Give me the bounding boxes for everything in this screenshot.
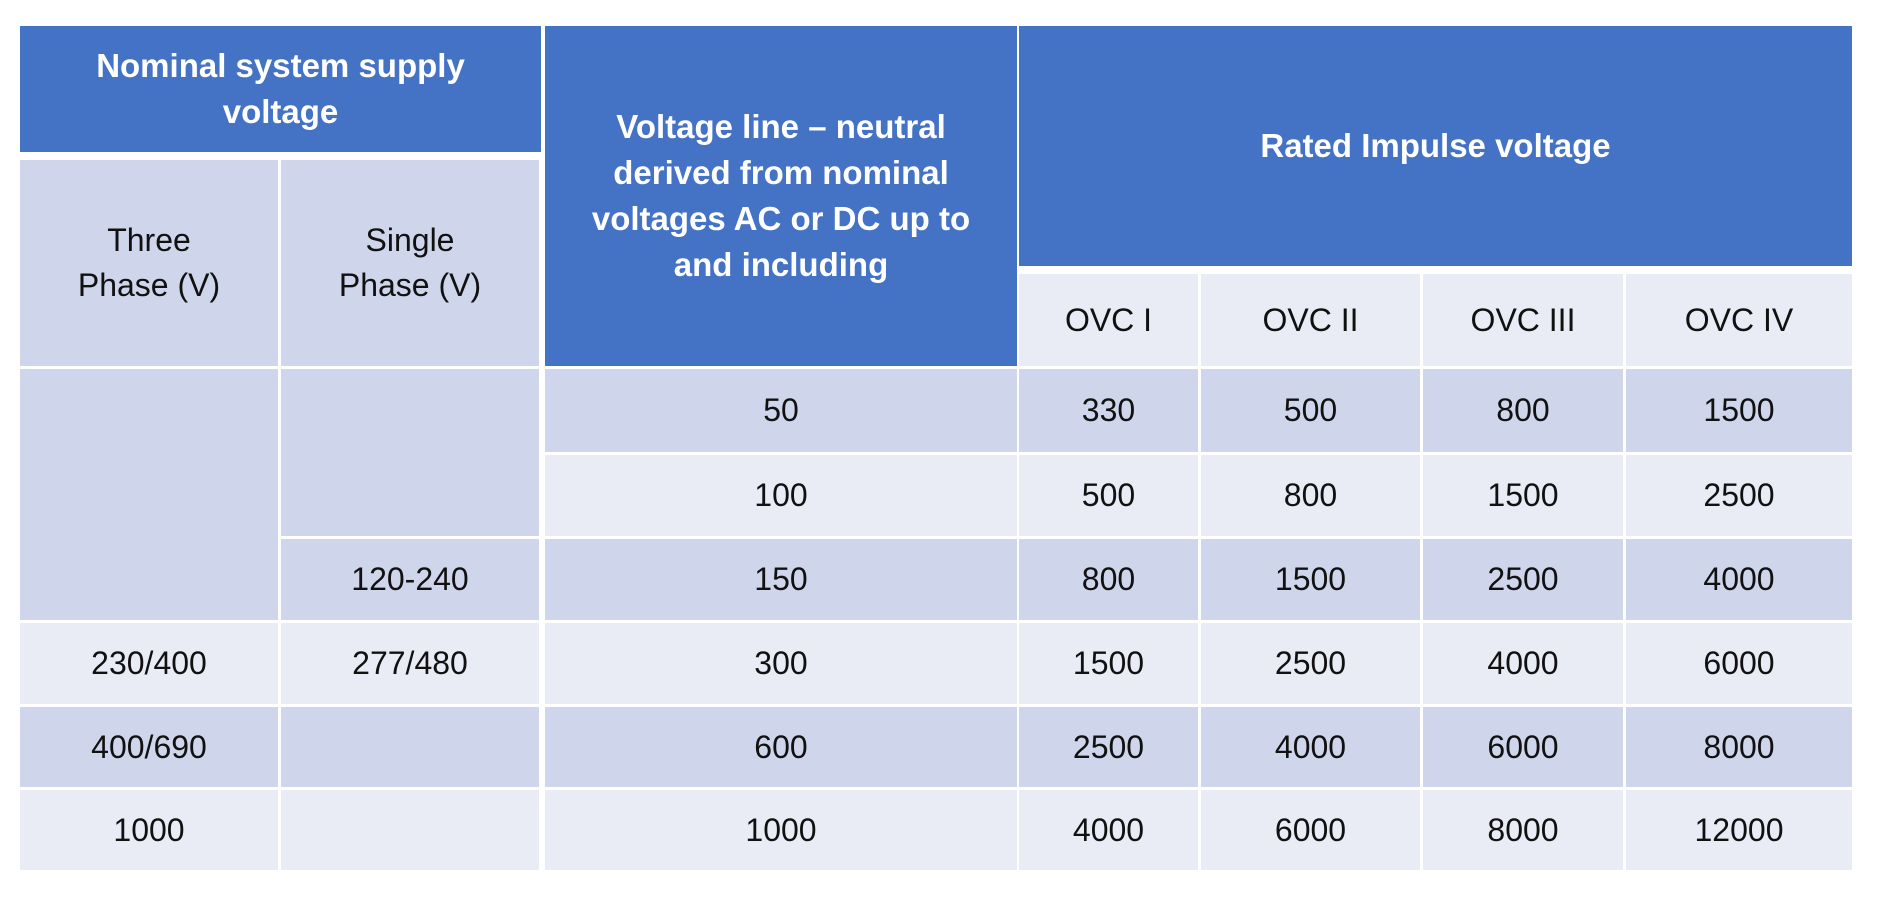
cell-ovc-4: 12000 (1626, 790, 1852, 870)
cell-single-phase-merged (281, 369, 539, 536)
header-ovc-1: OVC I (1019, 274, 1198, 366)
header-nominal-voltage: Nominal system supply voltage (20, 26, 541, 152)
cell-line-neutral: 150 (545, 539, 1017, 620)
cell-ovc-3: 8000 (1423, 790, 1623, 870)
cell-ovc-1: 330 (1019, 369, 1198, 452)
cell-ovc-1: 1500 (1019, 623, 1198, 704)
cell-single-phase (281, 790, 539, 870)
cell-ovc-2: 1500 (1201, 539, 1420, 620)
header-three-phase: Three Phase (V) (20, 160, 278, 366)
cell-ovc-2: 6000 (1201, 790, 1420, 870)
cell-ovc-1: 2500 (1019, 707, 1198, 787)
cell-line-neutral: 50 (545, 369, 1017, 452)
cell-three-phase-merged (20, 369, 278, 620)
header-ovc-2: OVC II (1201, 274, 1420, 366)
header-single-phase: Single Phase (V) (281, 160, 539, 366)
cell-line-neutral: 100 (545, 455, 1017, 536)
cell-ovc-4: 8000 (1626, 707, 1852, 787)
cell-ovc-1: 500 (1019, 455, 1198, 536)
cell-ovc-2: 800 (1201, 455, 1420, 536)
cell-ovc-2: 2500 (1201, 623, 1420, 704)
cell-ovc-4: 4000 (1626, 539, 1852, 620)
cell-ovc-3: 800 (1423, 369, 1623, 452)
cell-ovc-3: 1500 (1423, 455, 1623, 536)
header-line-neutral: Voltage line – neutral derived from nomi… (545, 26, 1017, 366)
cell-ovc-2: 4000 (1201, 707, 1420, 787)
cell-ovc-4: 2500 (1626, 455, 1852, 536)
cell-single-phase (281, 707, 539, 787)
cell-ovc-1: 800 (1019, 539, 1198, 620)
cell-ovc-1: 4000 (1019, 790, 1198, 870)
cell-ovc-4: 6000 (1626, 623, 1852, 704)
cell-single-phase: 120-240 (281, 539, 539, 620)
cell-ovc-3: 6000 (1423, 707, 1623, 787)
cell-line-neutral: 1000 (545, 790, 1017, 870)
cell-line-neutral: 600 (545, 707, 1017, 787)
header-ovc-3: OVC III (1423, 274, 1623, 366)
cell-three-phase: 1000 (20, 790, 278, 870)
cell-ovc-3: 2500 (1423, 539, 1623, 620)
cell-line-neutral: 300 (545, 623, 1017, 704)
header-ovc-4: OVC IV (1626, 274, 1852, 366)
header-rated-impulse: Rated Impulse voltage (1019, 26, 1852, 266)
cell-ovc-3: 4000 (1423, 623, 1623, 704)
cell-three-phase: 230/400 (20, 623, 278, 704)
cell-three-phase: 400/690 (20, 707, 278, 787)
cell-single-phase: 277/480 (281, 623, 539, 704)
cell-ovc-4: 1500 (1626, 369, 1852, 452)
cell-ovc-2: 500 (1201, 369, 1420, 452)
